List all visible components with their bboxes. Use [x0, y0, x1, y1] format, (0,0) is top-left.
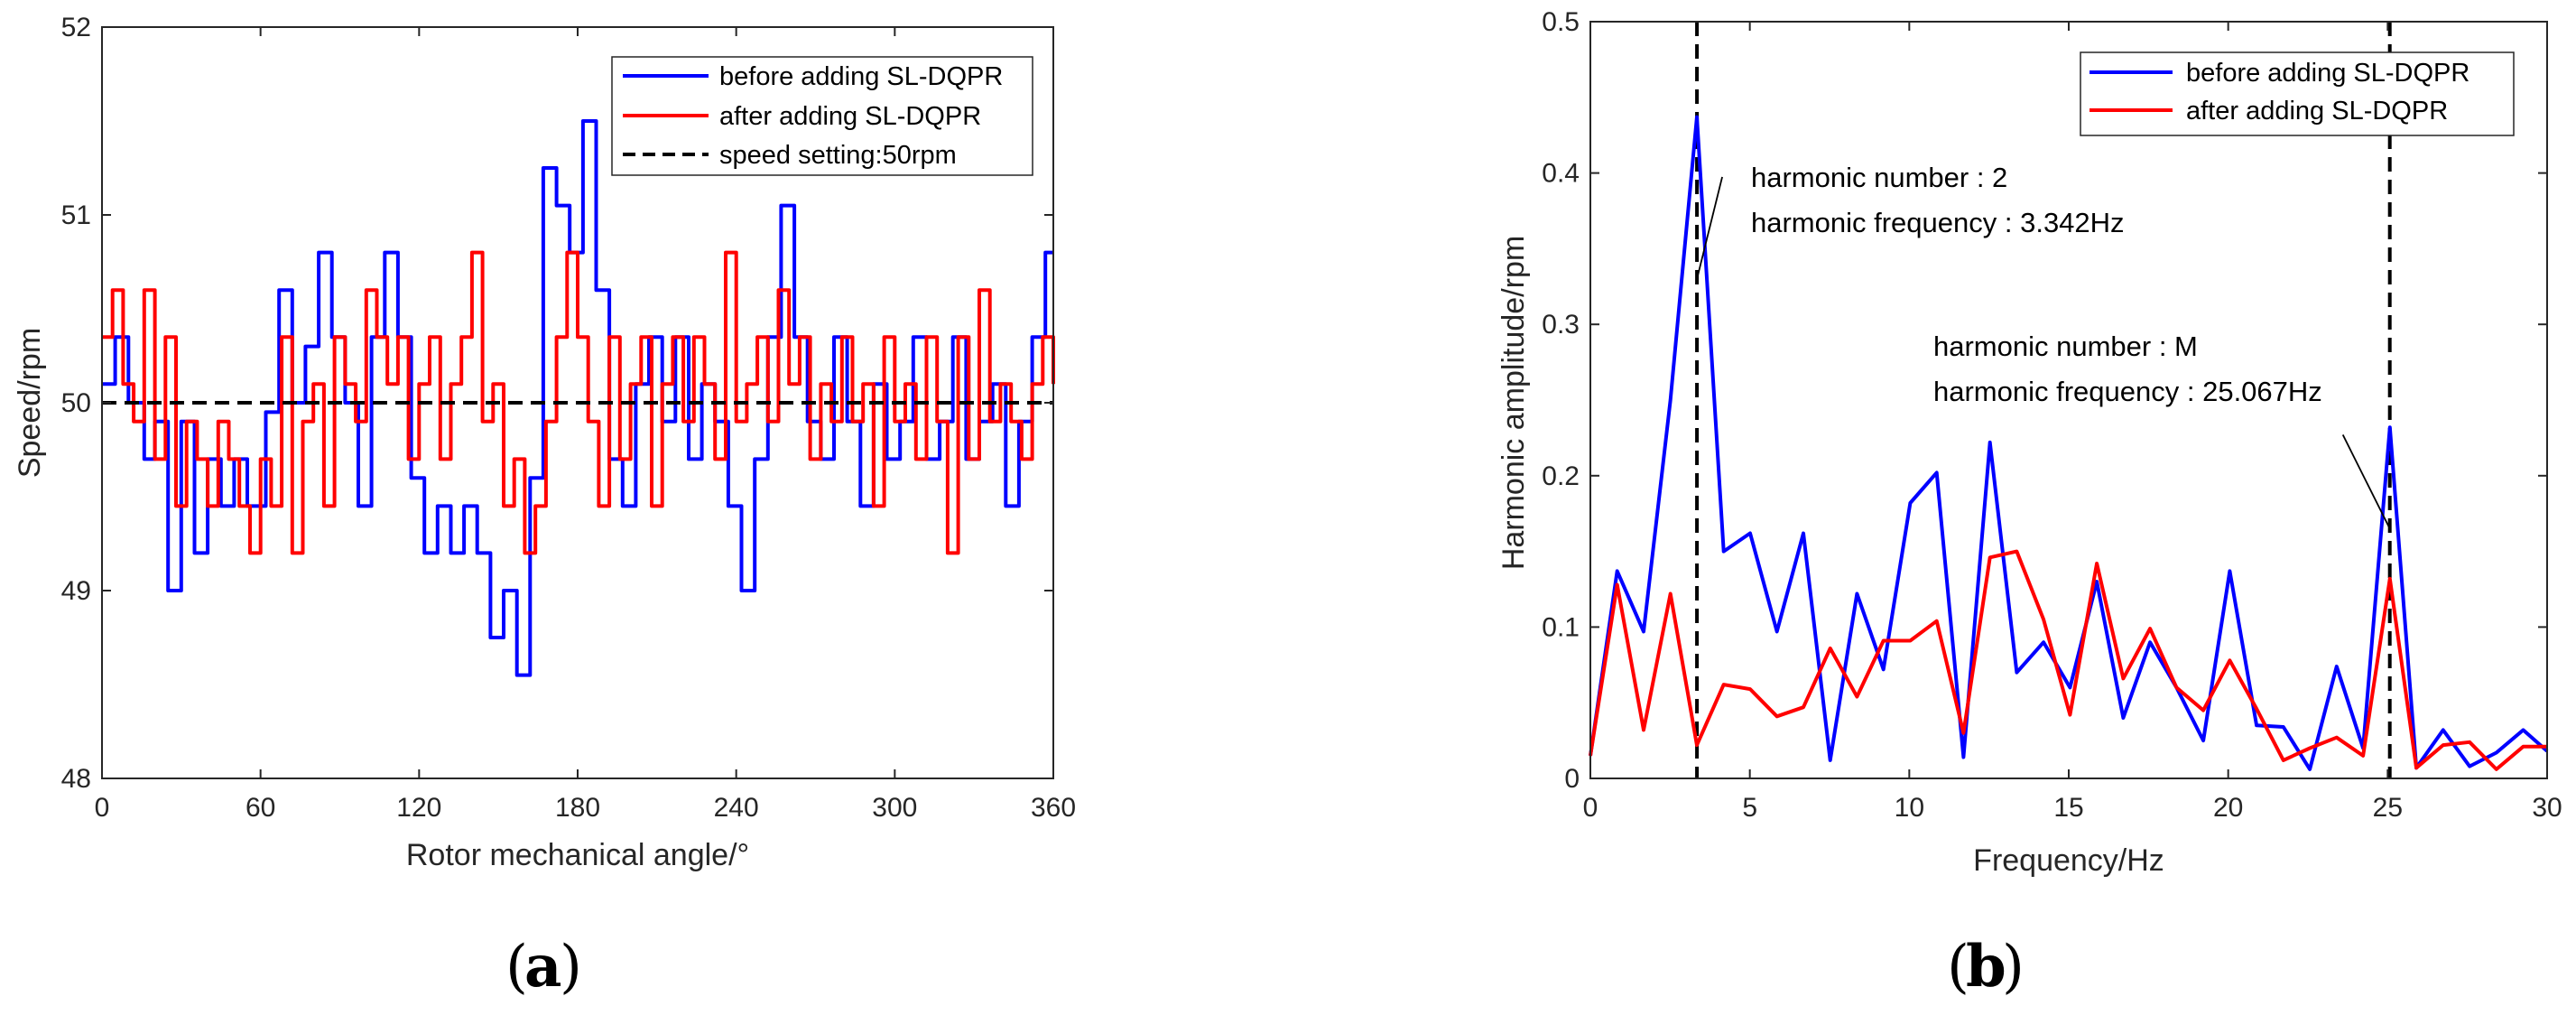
y-tick-label: 0.1	[1542, 612, 1580, 642]
panel-label-a: ( a )	[505, 933, 582, 1001]
panel-label-b: ( b )	[1947, 933, 2025, 1001]
chart-harmonic: 0 5 10 15 20 25 30 0 0.1 0.2 0.3 0.4 0.5 Frequency/H…	[1496, 7, 2562, 1001]
panel-letter-a: a	[524, 933, 561, 1001]
annotation-2-line-2: harmonic frequency : 25.067Hz	[1933, 376, 2322, 407]
x-tick-label: 120	[396, 793, 441, 823]
panel-letter-b: b	[1966, 933, 2006, 1001]
y-tick-label: 48	[61, 764, 91, 794]
x-tick-label: 360	[1031, 793, 1076, 823]
series-line-1	[1589, 115, 2549, 771]
y-axis-label-a: Speed/rpm	[13, 328, 47, 478]
legend-label-before-a: before adding SL-DQPR	[719, 62, 1003, 91]
y-tick-label: 49	[61, 576, 91, 606]
legend-a: before adding SL-DQPR after adding SL-DQ…	[611, 56, 1033, 176]
y-axis-label-b: Harmonic amplitude/rpm	[1496, 236, 1531, 570]
x-tick-label: 0	[1583, 793, 1598, 823]
annotation-1-line-1: harmonic number : 2	[1751, 162, 2007, 193]
x-tick-label: 15	[2053, 793, 2083, 823]
y-tick-label: 50	[61, 388, 91, 418]
y-tick-label: 0.2	[1542, 461, 1580, 491]
series-group-b	[1589, 22, 2549, 778]
legend-label-before-b: before adding SL-DQPR	[2186, 59, 2469, 88]
annotation-2-line-1: harmonic number : M	[1933, 331, 2198, 362]
svg-text:(: (	[505, 934, 528, 1001]
y-tick-label: 0.4	[1542, 159, 1580, 189]
y-tick-label: 52	[61, 13, 91, 42]
legend-b: before adding SL-DQPR after adding SL-DQ…	[2080, 51, 2515, 136]
x-tick-label: 5	[1742, 793, 1757, 823]
x-tick-label: 300	[872, 793, 917, 823]
x-tick-label: 30	[2532, 793, 2562, 823]
series-group-a	[102, 119, 1055, 677]
legend-label-after-b: after adding SL-DQPR	[2186, 97, 2448, 126]
annotations-b: harmonic number : 2 harmonic frequency :…	[1696, 162, 2391, 529]
ticks-a: 0 60 120 180 240 300 360 48 49 50 51 52	[61, 13, 1076, 823]
series-line-2	[102, 250, 1055, 555]
annotation-leader-2	[2341, 434, 2391, 529]
legend-label-after-a: after adding SL-DQPR	[719, 102, 981, 131]
x-tick-label: 10	[1895, 793, 1924, 823]
plot-area-b	[1590, 22, 2547, 778]
legend-box-b	[2080, 51, 2515, 136]
annotation-leader-1	[1696, 176, 1723, 280]
x-axis-label-b: Frequency/Hz	[1973, 843, 2164, 878]
y-tick-label: 0	[1564, 764, 1580, 794]
x-axis-label-a: Rotor mechanical angle/°	[406, 838, 749, 872]
svg-text:): )	[560, 934, 582, 1001]
x-tick-label: 20	[2213, 793, 2243, 823]
x-tick-label: 240	[714, 793, 759, 823]
y-tick-label: 51	[61, 200, 91, 230]
x-tick-label: 25	[2373, 793, 2403, 823]
series-line-1	[102, 119, 1053, 677]
svg-text:): )	[2002, 934, 2025, 1001]
chart-speed: 0 60 120 180 240 300 360 48 49 50 51 52 Rotor mecha…	[13, 13, 1076, 1001]
y-tick-label: 0.5	[1542, 7, 1580, 37]
x-tick-label: 60	[246, 793, 275, 823]
legend-label-setting-a: speed setting:50rpm	[719, 141, 957, 170]
ticks-b: 0 5 10 15 20 25 30 0 0.1 0.2 0.3 0.4 0.5	[1542, 7, 2562, 823]
annotation-1-line-2: harmonic frequency : 3.342Hz	[1751, 207, 2125, 238]
series-line-2	[1589, 549, 2547, 771]
y-tick-label: 0.3	[1542, 310, 1580, 340]
x-tick-label: 0	[95, 793, 110, 823]
x-tick-label: 180	[555, 793, 600, 823]
svg-text:(: (	[1947, 934, 1969, 1001]
